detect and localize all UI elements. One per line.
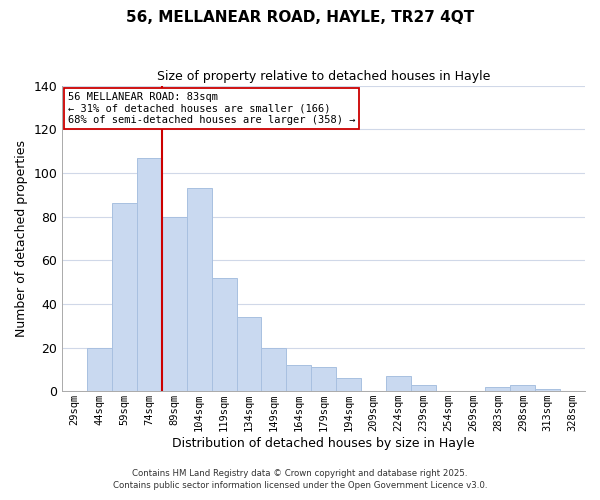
Bar [236, 317, 262, 391]
Bar [511, 384, 535, 391]
Bar [411, 384, 436, 391]
Bar [386, 376, 411, 391]
Text: 56, MELLANEAR ROAD, HAYLE, TR27 4QT: 56, MELLANEAR ROAD, HAYLE, TR27 4QT [126, 10, 474, 25]
Bar [137, 158, 162, 391]
Bar [535, 389, 560, 391]
Bar [212, 278, 236, 391]
Bar [87, 348, 112, 391]
Bar [485, 387, 511, 391]
Y-axis label: Number of detached properties: Number of detached properties [15, 140, 28, 337]
Bar [162, 216, 187, 391]
Title: Size of property relative to detached houses in Hayle: Size of property relative to detached ho… [157, 70, 490, 83]
Text: 56 MELLANEAR ROAD: 83sqm
← 31% of detached houses are smaller (166)
68% of semi-: 56 MELLANEAR ROAD: 83sqm ← 31% of detach… [68, 92, 355, 125]
Bar [187, 188, 212, 391]
Text: Contains HM Land Registry data © Crown copyright and database right 2025.
Contai: Contains HM Land Registry data © Crown c… [113, 469, 487, 490]
X-axis label: Distribution of detached houses by size in Hayle: Distribution of detached houses by size … [172, 437, 475, 450]
Bar [112, 204, 137, 391]
Bar [286, 365, 311, 391]
Bar [311, 367, 336, 391]
Bar [262, 348, 286, 391]
Bar [336, 378, 361, 391]
